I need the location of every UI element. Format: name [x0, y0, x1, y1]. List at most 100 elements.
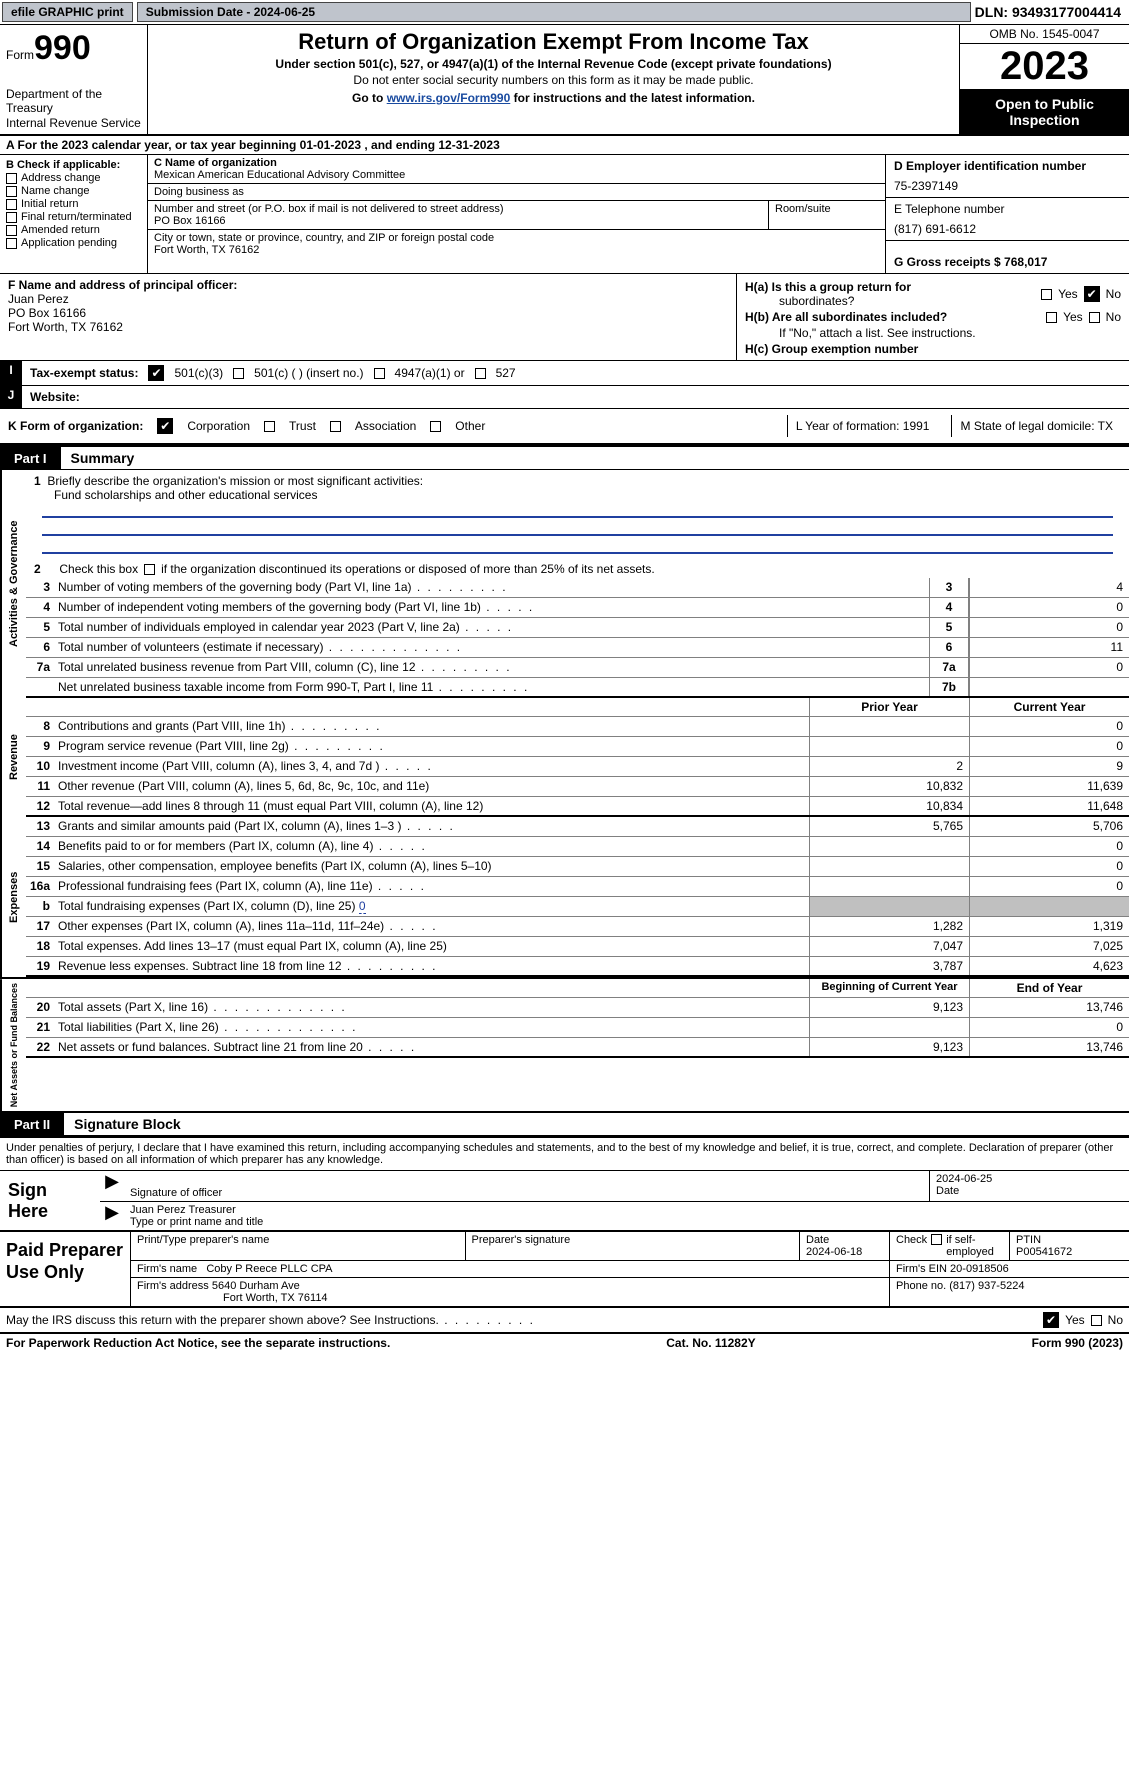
l12-label: Total revenue—add lines 8 through 11 (mu…: [58, 799, 483, 813]
l18-label: Total expenses. Add lines 13–17 (must eq…: [58, 939, 447, 953]
l21-label: Total liabilities (Part X, line 26): [58, 1020, 219, 1034]
other-checkbox[interactable]: [430, 421, 441, 432]
l22-begin: 9,123: [809, 1038, 969, 1056]
l16b-curr-shade: [969, 897, 1129, 916]
part2-tab: Part II: [0, 1114, 64, 1135]
l13-prior: 5,765: [809, 817, 969, 836]
gross-receipts: G Gross receipts $ 768,017: [886, 241, 1129, 273]
box-b-header: B Check if applicable:: [6, 159, 141, 171]
city-value: Fort Worth, TX 76162: [154, 244, 879, 256]
l17-curr: 1,319: [969, 917, 1129, 936]
officer-addr2: Fort Worth, TX 76162: [8, 320, 728, 334]
l11-curr: 11,639: [969, 777, 1129, 796]
l3-label: Number of voting members of the governin…: [58, 580, 412, 594]
hb-yes-checkbox[interactable]: [1046, 312, 1057, 323]
chk-amended[interactable]: Amended return: [6, 224, 141, 236]
l21-begin: [809, 1018, 969, 1037]
l5-val: 0: [969, 618, 1129, 637]
ha-yes-checkbox[interactable]: [1041, 289, 1052, 300]
l6-val: 11: [969, 638, 1129, 657]
end-year-hdr: End of Year: [969, 979, 1129, 997]
501c-checkbox[interactable]: [233, 368, 244, 379]
527-checkbox[interactable]: [475, 368, 486, 379]
l5-label: Total number of individuals employed in …: [58, 620, 460, 634]
mission-blank: [42, 520, 1113, 536]
l11-label: Other revenue (Part VIII, column (A), li…: [58, 779, 429, 793]
4947-checkbox[interactable]: [374, 368, 385, 379]
irs-link[interactable]: www.irs.gov/Form990: [387, 91, 511, 105]
dept-treasury: Department of the Treasury: [6, 87, 141, 116]
sig-declaration: Under penalties of perjury, I declare th…: [0, 1136, 1129, 1171]
chk-final-return[interactable]: Final return/terminated: [6, 211, 141, 223]
chk-name-change[interactable]: Name change: [6, 185, 141, 197]
expenses-section: Expenses 13Grants and similar amounts pa…: [0, 817, 1129, 977]
paperwork-notice: For Paperwork Reduction Act Notice, see …: [6, 1336, 390, 1350]
top-bar: efile GRAPHIC print Submission Date - 20…: [0, 0, 1129, 25]
cat-no: Cat. No. 11282Y: [666, 1336, 755, 1350]
l10-label: Investment income (Part VIII, column (A)…: [58, 759, 379, 773]
section-bcdef: B Check if applicable: Address change Na…: [0, 155, 1129, 274]
mission-blank: [42, 502, 1113, 518]
l19-prior: 3,787: [809, 957, 969, 975]
net-vlabel: Net Assets or Fund Balances: [0, 979, 26, 1111]
l12-curr: 11,648: [969, 797, 1129, 815]
l16a-curr: 0: [969, 877, 1129, 896]
chk-app-pending[interactable]: Application pending: [6, 237, 141, 249]
form-header: Form990 Department of the Treasury Inter…: [0, 25, 1129, 136]
box-h: H(a) Is this a group return for subordin…: [737, 274, 1129, 360]
box-b: B Check if applicable: Address change Na…: [0, 155, 148, 273]
mission-label: Briefly describe the organization's miss…: [47, 474, 423, 488]
org-name: Mexican American Educational Advisory Co…: [154, 169, 879, 181]
header-left: Form990 Department of the Treasury Inter…: [0, 25, 148, 134]
l19-label: Revenue less expenses. Subtract line 18 …: [58, 959, 342, 973]
city-cell: City or town, state or province, country…: [148, 230, 885, 258]
l20-begin: 9,123: [809, 998, 969, 1017]
chk-address-change[interactable]: Address change: [6, 172, 141, 184]
trust-checkbox[interactable]: [264, 421, 275, 432]
part1-title: Summary: [61, 447, 1129, 469]
may-yes-checkbox[interactable]: ✔: [1043, 1312, 1059, 1328]
firm-addr-label: Firm's address: [137, 1280, 209, 1292]
street-row: Number and street (or P.O. box if mail i…: [148, 201, 885, 230]
hb-no-checkbox[interactable]: [1089, 312, 1100, 323]
assoc-checkbox[interactable]: [330, 421, 341, 432]
501c3-checkbox[interactable]: ✔: [148, 365, 164, 381]
may-discuss-q: May the IRS discuss this return with the…: [6, 1313, 439, 1327]
l9-prior: [809, 737, 969, 756]
l9-curr: 0: [969, 737, 1129, 756]
box-deg: D Employer identification number 75-2397…: [885, 155, 1129, 273]
gov-vlabel: Activities & Governance: [0, 470, 26, 698]
l4-val: 0: [969, 598, 1129, 617]
ha-no-checkbox[interactable]: ✔: [1084, 286, 1100, 302]
self-employed-checkbox[interactable]: [931, 1234, 942, 1245]
l19-curr: 4,623: [969, 957, 1129, 975]
hc-label: H(c) Group exemption number: [745, 342, 1121, 356]
l22-label: Net assets or fund balances. Subtract li…: [58, 1040, 363, 1054]
rev-vlabel: Revenue: [0, 698, 26, 817]
form-word: Form: [6, 48, 34, 62]
l20-label: Total assets (Part X, line 16): [58, 1000, 208, 1014]
may-no-checkbox[interactable]: [1091, 1315, 1102, 1326]
part2-header: Part II Signature Block: [0, 1111, 1129, 1136]
efile-print-button[interactable]: efile GRAPHIC print: [2, 2, 133, 22]
l4-label: Number of independent voting members of …: [58, 600, 481, 614]
firm-name: Coby P Reece PLLC CPA: [206, 1263, 332, 1275]
revenue-section: Revenue Prior YearCurrent Year 8Contribu…: [0, 698, 1129, 817]
l8-label: Contributions and grants (Part VIII, lin…: [58, 719, 285, 733]
l16b-label: Total fundraising expenses (Part IX, col…: [58, 899, 359, 913]
sig-date-label: Date: [936, 1185, 1123, 1197]
firm-ein: 20-0918506: [950, 1263, 1009, 1275]
box-c: C Name of organization Mexican American …: [148, 155, 885, 273]
sign-here-label: Sign Here: [0, 1171, 100, 1230]
l12-prior: 10,834: [809, 797, 969, 815]
room-suite: Room/suite: [769, 201, 885, 229]
chk-initial-return[interactable]: Initial return: [6, 198, 141, 210]
ssn-note: Do not enter social security numbers on …: [152, 73, 955, 87]
discontinued-checkbox[interactable]: [144, 564, 155, 575]
gov-section: Activities & Governance 1 Briefly descri…: [0, 470, 1129, 698]
l16b-prior-shade: [809, 897, 969, 916]
prep-sig-label: Preparer's signature: [472, 1234, 794, 1246]
open-public-badge: Open to Public Inspection: [960, 90, 1129, 134]
corp-checkbox[interactable]: ✔: [157, 418, 173, 434]
org-name-cell: C Name of organization Mexican American …: [148, 155, 885, 184]
